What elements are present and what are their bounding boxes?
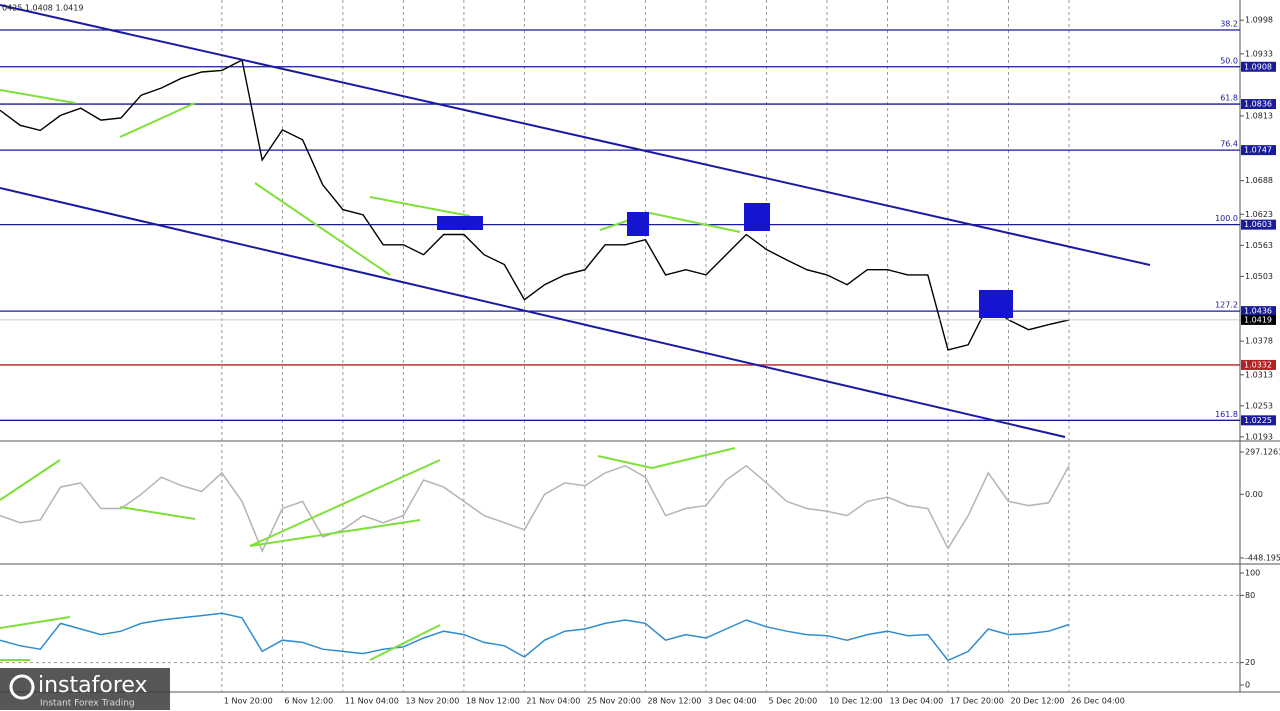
x-tick-label: 10 Dec 12:00 (829, 697, 883, 706)
chart-header: 0425 1.0408 1.0419 (2, 4, 83, 13)
series-line (0, 464, 1070, 553)
y-tick-label: 1.0503 (1245, 272, 1273, 281)
y-tick-label: 1.0623 (1245, 210, 1273, 219)
divergence-line (597, 455, 653, 469)
channel-line (0, 4, 1151, 266)
x-tick-label: 5 Dec 20:00 (768, 697, 817, 706)
x-tick-label: 11 Nov 04:00 (345, 697, 399, 706)
level-name: 38.2 (1220, 20, 1238, 29)
series-line (0, 612, 1070, 662)
x-tick-label: 17 Dec 20:00 (950, 697, 1004, 706)
price-box (1241, 61, 1276, 72)
y-tick-label: 100 (1245, 569, 1260, 578)
x-tick-label: 1 Nov 20:00 (224, 697, 273, 706)
x-tick-label: 25 Nov 20:00 (587, 697, 641, 706)
logo: instaforex Instant Forex Trading (0, 668, 170, 710)
y-tick-label: 80 (1245, 591, 1255, 600)
logo-name: instaforex (38, 673, 148, 698)
y-tick-label: 0.00 (1245, 490, 1263, 499)
divergence-line (0, 89, 76, 104)
divergence-line (369, 196, 471, 217)
x-tick-label: 13 Nov 20:00 (405, 697, 459, 706)
y-tick-label: 1.0998 (1245, 16, 1273, 25)
logo-tagline: Instant Forex Trading (40, 699, 135, 709)
x-tick-label: 26 Dec 04:00 (1071, 697, 1125, 706)
price-box (1241, 145, 1276, 156)
y-tick-label: 297.1261 (1245, 448, 1280, 457)
y-tick-label: 1.0253 (1245, 401, 1273, 410)
signal-box (627, 212, 649, 236)
x-tick-label: 6 Nov 12:00 (284, 697, 333, 706)
signal-box (744, 203, 770, 231)
logo-background (0, 668, 170, 710)
y-tick-label: 1.0688 (1245, 176, 1273, 185)
price-box (1241, 415, 1276, 426)
price-box-label: 1.0836 (1244, 100, 1272, 109)
divergence-line (254, 182, 391, 276)
price-box-label: 1.0603 (1244, 220, 1272, 229)
price-box-label: 1.0225 (1244, 416, 1272, 425)
level-name: 127.2 (1215, 301, 1238, 310)
price-box (1241, 306, 1276, 317)
x-tick-label: 18 Nov 12:00 (466, 697, 520, 706)
divergence-line (0, 459, 61, 501)
price-box-label: 1.0908 (1244, 62, 1272, 71)
signal-box (979, 290, 1013, 318)
level-name: 100.0 (1215, 214, 1238, 223)
price-box-label: 1.0436 (1244, 307, 1272, 316)
y-tick-label: 1.0193 (1245, 432, 1273, 441)
x-tick-label: 28 Nov 12:00 (647, 697, 701, 706)
divergence-line (0, 616, 71, 629)
level-name: 76.4 (1220, 140, 1238, 149)
price-box (1241, 359, 1276, 370)
x-tick-label: 21 Nov 04:00 (526, 697, 580, 706)
divergence-line (249, 459, 441, 547)
divergence-line (249, 519, 421, 547)
y-tick-label: 20 (1245, 658, 1255, 667)
y-tick-label: 1.0563 (1245, 241, 1273, 250)
x-tick-label: 13 Dec 04:00 (889, 697, 943, 706)
level-name: 50.0 (1220, 56, 1238, 65)
level-name: 161.8 (1215, 410, 1238, 419)
annotations (0, 4, 1151, 661)
divergence-line (119, 506, 196, 520)
divergence-line (369, 624, 441, 661)
divergence-line (651, 447, 736, 469)
price-box (1241, 219, 1276, 230)
y-tick-label: 1.0813 (1245, 111, 1273, 120)
signal-box (437, 216, 483, 230)
y-tick-label: 1.0313 (1245, 370, 1273, 379)
y-tick-label: 1.0378 (1245, 337, 1273, 346)
price-box (1241, 99, 1276, 110)
logo-icon (9, 674, 35, 700)
price-box-label: 1.0332 (1244, 360, 1272, 369)
x-tick-label: 20 Dec 12:00 (1011, 697, 1065, 706)
divergence-line (119, 102, 196, 138)
current-price-label: 1.0419 (1244, 315, 1272, 324)
channel-line (0, 187, 1066, 438)
series-line (0, 58, 1070, 351)
level-name: 61.8 (1220, 94, 1238, 103)
x-tick-label: 3 Dec 04:00 (708, 697, 757, 706)
divergence-line (649, 212, 741, 233)
price-box-label: 1.0747 (1244, 146, 1272, 155)
y-tick-label: 0 (1245, 681, 1250, 690)
y-tick-label: 1.0933 (1245, 49, 1273, 58)
current-price-box (1241, 314, 1276, 325)
y-tick-label: -448.195 (1245, 554, 1280, 563)
